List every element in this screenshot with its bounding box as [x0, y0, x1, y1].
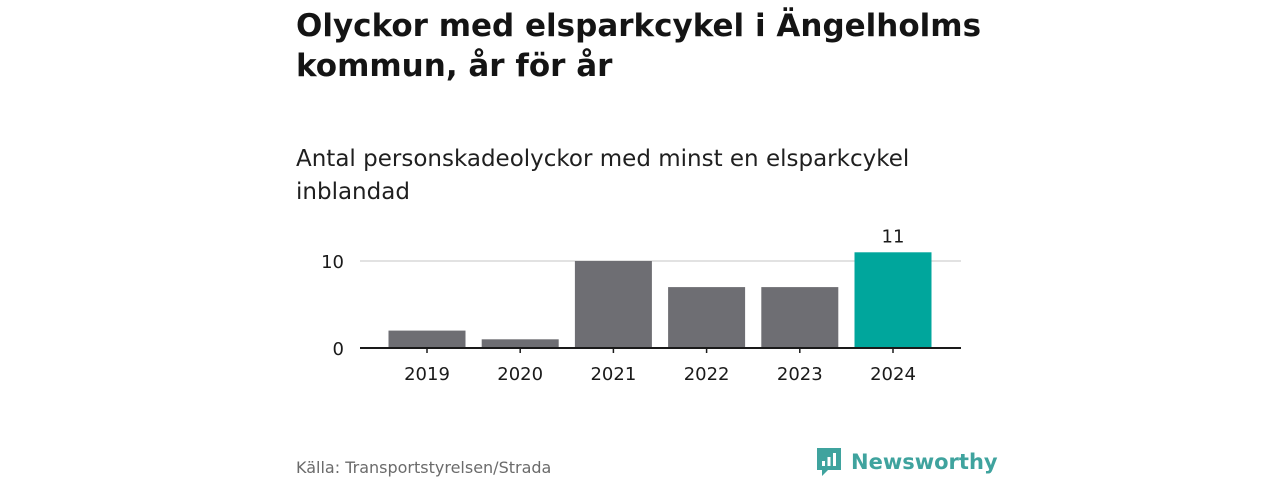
- brand: Newsworthy: [815, 446, 998, 478]
- source-note: Källa: Transportstyrelsen/Strada: [296, 458, 552, 477]
- bar-2024: [854, 252, 932, 348]
- bar-2019: [388, 330, 466, 348]
- x-tick-label: 2022: [684, 364, 730, 385]
- x-tick-label: 2023: [777, 364, 823, 385]
- x-tick-label: 2024: [870, 364, 916, 385]
- x-tick-label: 2021: [590, 364, 636, 385]
- bar-2022: [668, 287, 746, 348]
- x-tick-label: 2020: [497, 364, 543, 385]
- bar-2020: [481, 339, 559, 348]
- newsworthy-logo-icon: [817, 448, 841, 476]
- labels: 0 10 2019 2020 2021 2022 2023 2024 11: [321, 226, 916, 385]
- y-tick-label: 10: [321, 252, 344, 273]
- data-label: 11: [882, 226, 905, 247]
- axes: [360, 347, 961, 353]
- x-tick-label: 2019: [404, 364, 450, 385]
- bar-chart: 0 10 2019 2020 2021 2022 2023 2024 11: [321, 226, 961, 385]
- y-tick-label: 0: [333, 339, 344, 360]
- bar-2023: [761, 287, 839, 348]
- chart-title: Olyckor med elsparkcykel i Ängelholms ko…: [296, 8, 982, 84]
- bar-2021: [574, 261, 652, 348]
- chart-subtitle: Antal personskadeolyckor med minst en el…: [296, 146, 910, 205]
- brand-name: Newsworthy: [851, 450, 998, 474]
- bars: [388, 252, 932, 348]
